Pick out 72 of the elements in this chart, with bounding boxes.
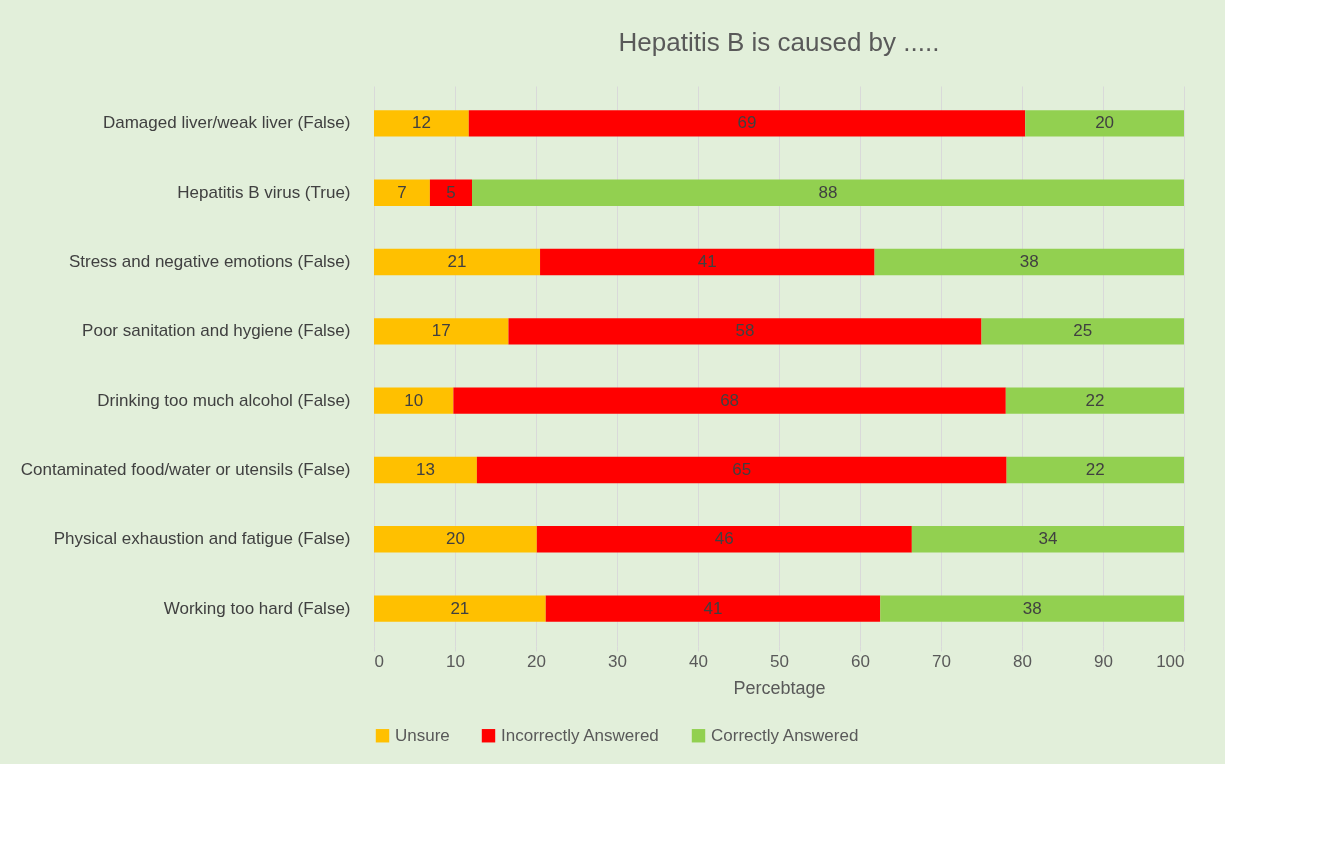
bar xyxy=(911,526,1184,553)
data-label: 22 xyxy=(1085,390,1105,410)
y-tick-label: Drinking too much alcohol (False) xyxy=(97,390,351,410)
y-tick-label: Damaged liver/weak liver (False) xyxy=(102,113,351,133)
y-tick-label: Working too hard (False) xyxy=(163,598,351,618)
bar xyxy=(374,110,469,137)
y-tick-label: Physical exhaustion and fatigue (False) xyxy=(53,529,351,549)
data-label: 34 xyxy=(1038,529,1058,549)
data-label: 12 xyxy=(411,113,431,133)
x-tick-label: 20 xyxy=(527,651,546,671)
data-label: 68 xyxy=(720,390,740,410)
x-tick-label: 100 xyxy=(1156,651,1185,671)
data-label: 88 xyxy=(818,182,838,202)
data-label: 25 xyxy=(1073,321,1093,341)
data-label: 7 xyxy=(397,182,407,202)
bar xyxy=(1006,456,1184,484)
x-tick-label: 80 xyxy=(1013,651,1032,671)
y-tick-label: Stress and negative emotions (False) xyxy=(68,252,351,272)
legend-label: Correctly Answered xyxy=(711,725,859,745)
data-label: 41 xyxy=(703,598,723,618)
bar xyxy=(874,248,1184,276)
data-label: 17 xyxy=(431,321,451,341)
data-label: 38 xyxy=(1019,252,1039,272)
bar xyxy=(880,595,1184,622)
chart-title: Hepatitis B is caused by ..... xyxy=(618,27,940,57)
bar xyxy=(429,179,473,206)
bar xyxy=(472,179,1184,206)
data-label: 10 xyxy=(404,390,424,410)
bar xyxy=(545,595,881,622)
bar xyxy=(981,318,1184,345)
bar xyxy=(374,456,477,484)
y-tick-label: Poor sanitation and hygiene (False) xyxy=(82,321,351,341)
data-label: 5 xyxy=(446,182,456,202)
x-tick-label: 30 xyxy=(608,651,627,671)
data-label: 21 xyxy=(447,252,467,272)
data-label: 22 xyxy=(1085,459,1105,479)
y-tick-label: Contaminated food/water or utensils (False) xyxy=(20,459,351,479)
bar xyxy=(508,318,982,345)
x-tick-label: 10 xyxy=(446,651,465,671)
x-tick-label: 60 xyxy=(851,651,870,671)
bar xyxy=(374,179,430,206)
data-label: 20 xyxy=(1095,113,1115,133)
data-label: 20 xyxy=(445,529,465,549)
data-label: 46 xyxy=(714,529,734,549)
bar xyxy=(374,387,454,414)
bar xyxy=(374,526,537,553)
x-tick-label: 90 xyxy=(1094,651,1113,671)
bar xyxy=(374,318,509,345)
bar xyxy=(468,110,1026,137)
legend-label: Unsure xyxy=(395,725,450,745)
bar xyxy=(374,595,546,622)
x-axis-title: Percebtage xyxy=(733,677,826,698)
data-label: 38 xyxy=(1022,598,1042,618)
bar xyxy=(1025,110,1184,137)
bar xyxy=(1005,387,1184,414)
data-label: 41 xyxy=(697,252,717,272)
x-tick-label: 0 xyxy=(374,651,384,671)
data-label: 69 xyxy=(737,113,757,133)
data-label: 13 xyxy=(415,459,435,479)
bar xyxy=(536,526,912,553)
data-label: 58 xyxy=(735,321,755,341)
y-tick-label: Hepatitis B virus (True) xyxy=(177,182,351,202)
bar xyxy=(476,456,1007,484)
bar xyxy=(453,387,1006,414)
x-tick-label: 50 xyxy=(770,651,789,671)
legend-label: Incorrectly Answered xyxy=(501,725,659,745)
x-tick-label: 40 xyxy=(689,651,708,671)
bar xyxy=(374,248,541,276)
x-tick-label: 70 xyxy=(932,651,951,671)
data-label: 21 xyxy=(450,598,470,618)
bar xyxy=(540,248,875,276)
data-label: 65 xyxy=(732,459,752,479)
